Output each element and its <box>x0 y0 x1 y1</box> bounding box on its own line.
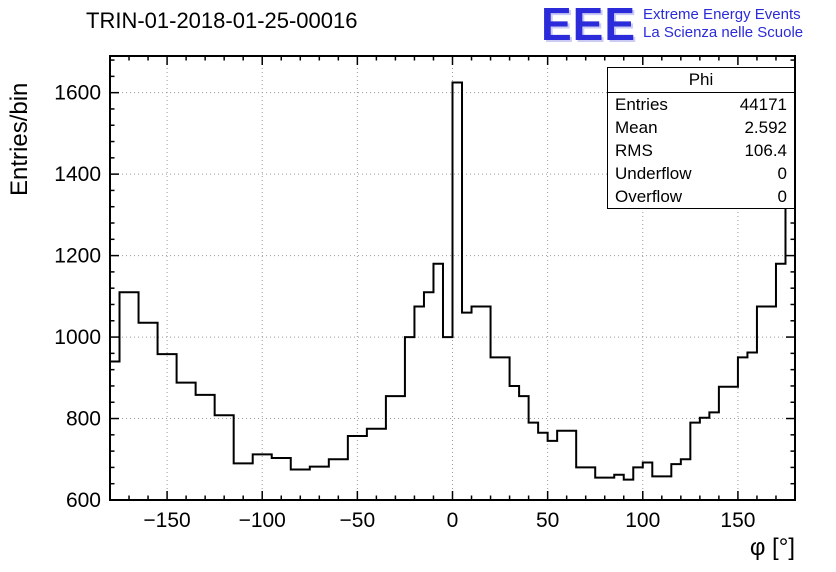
x-tick-label: −50 <box>340 509 376 532</box>
stats-row-overflow: Overflow 0 <box>608 185 794 208</box>
y-axis-title: Entries/bin <box>6 82 33 197</box>
y-tick-label: 800 <box>66 408 101 431</box>
stats-label: Overflow <box>615 187 683 206</box>
y-tick-label: 1600 <box>54 82 101 105</box>
y-tick-label: 600 <box>66 489 101 512</box>
x-axis-title: φ [°] <box>749 534 795 561</box>
x-tick-label: 100 <box>625 509 660 532</box>
stats-label: Mean <box>615 118 658 137</box>
stats-label: RMS <box>615 141 653 160</box>
x-tick-label: −150 <box>143 509 190 532</box>
stats-title: Phi <box>608 68 794 93</box>
histogram-line <box>110 71 795 481</box>
y-tick-label: 1000 <box>54 326 101 349</box>
stats-row-rms: RMS 106.4 <box>608 139 794 162</box>
stats-value: 106.4 <box>744 141 787 160</box>
stats-label: Underflow <box>615 164 692 183</box>
x-tick-label: −100 <box>239 509 286 532</box>
eee-logo-text: EEE <box>541 0 637 50</box>
stats-box: Phi Entries 44171 Mean 2.592 RMS 106.4 U… <box>607 67 795 209</box>
eee-logo-subtitle: Extreme Energy Events La Scienza nelle S… <box>643 2 803 42</box>
stats-value: 2.592 <box>744 118 787 137</box>
stats-value: 0 <box>777 187 787 206</box>
y-tick-label: 1400 <box>54 163 101 186</box>
stats-row-underflow: Underflow 0 <box>608 162 794 185</box>
eee-logo-line1: Extreme Energy Events <box>643 6 801 23</box>
stats-value: 0 <box>777 164 787 183</box>
stats-value: 44171 <box>739 95 787 114</box>
stats-label: Entries <box>615 95 668 114</box>
stats-row-entries: Entries 44171 <box>608 93 794 116</box>
stats-row-mean: Mean 2.592 <box>608 116 794 139</box>
x-tick-label: 150 <box>720 509 755 532</box>
plot-title: TRIN-01-2018-01-25-00016 <box>86 8 358 33</box>
x-tick-label: 50 <box>536 509 559 532</box>
eee-logo: EEE Extreme Energy Events La Scienza nel… <box>541 0 803 50</box>
x-tick-label: 0 <box>447 509 459 532</box>
eee-logo-line2: La Scienza nelle Scuole <box>643 24 804 41</box>
y-tick-label: 1200 <box>54 245 101 268</box>
